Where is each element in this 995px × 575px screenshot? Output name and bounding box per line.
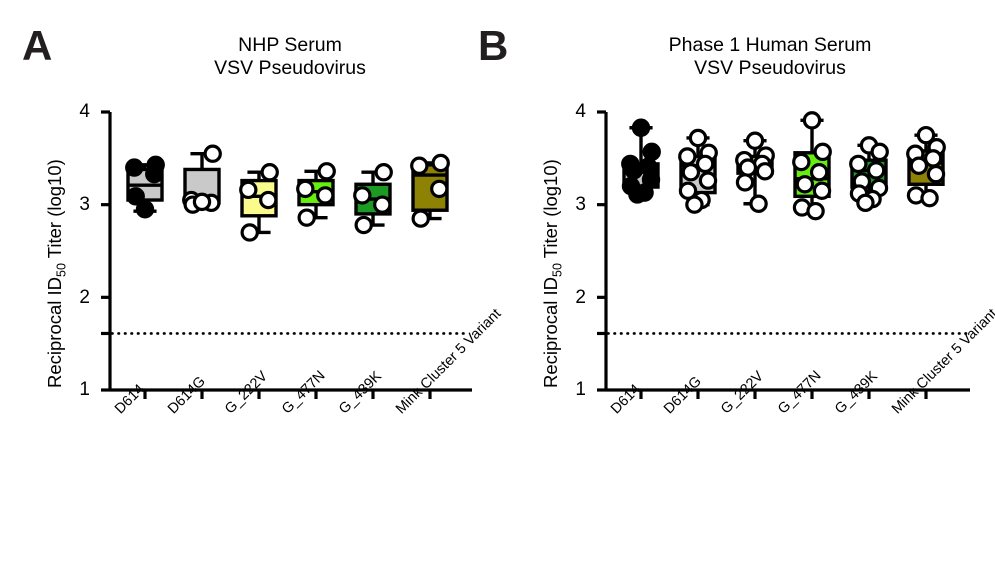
- data-point-5-3: [923, 149, 943, 168]
- data-point-3-3: [297, 208, 316, 227]
- data-point-1-4: [681, 163, 701, 182]
- data-point-4-3: [354, 215, 373, 235]
- boxplot-group-0: [621, 118, 661, 204]
- data-point-2-0: [260, 163, 279, 182]
- panel-a-plot: [101, 110, 472, 399]
- data-point-4-1: [870, 142, 889, 162]
- data-point-0-4: [135, 200, 155, 219]
- data-point-1-0: [203, 144, 222, 163]
- panel-a-ytick-4: 4: [79, 101, 90, 122]
- panel-a-ytick-2: 2: [79, 287, 90, 308]
- data-point-2-6: [735, 173, 755, 192]
- data-point-4-0: [374, 163, 393, 182]
- data-point-4-2: [373, 195, 392, 214]
- boxplot-group-5: [906, 125, 946, 208]
- panel-b-title: Phase 1 Human Serum VSV Pseudovirus: [570, 34, 970, 80]
- data-point-1-3: [695, 154, 715, 174]
- boxplot-group-4: [353, 163, 393, 235]
- data-point-0-8: [628, 185, 647, 204]
- boxplot-group-1: [182, 144, 222, 214]
- data-point-1-2: [678, 147, 697, 166]
- panel-b-ytick-1: 1: [575, 379, 586, 400]
- data-point-3-4: [795, 175, 815, 194]
- data-point-0-4: [624, 161, 644, 180]
- panel-a-title-line1: NHP Serum: [238, 34, 342, 56]
- panel-a-title: NHP Serum VSV Pseudovirus: [120, 34, 460, 80]
- data-point-0-2: [145, 164, 164, 184]
- boxplot-group-3: [296, 162, 336, 227]
- data-point-3-7: [806, 201, 825, 221]
- data-point-3-2: [792, 152, 811, 172]
- data-point-3-0: [317, 162, 336, 181]
- boxplot-group-0: [125, 155, 165, 219]
- data-point-4-2: [849, 154, 868, 174]
- boxplot-group-4: [849, 136, 889, 213]
- panel-b-plot: [597, 110, 970, 399]
- data-point-3-2: [316, 186, 335, 205]
- boxplot-group-5: [410, 153, 450, 228]
- data-point-2-5: [755, 162, 775, 181]
- data-point-0-0: [631, 118, 651, 137]
- data-point-5-1: [410, 156, 429, 175]
- data-point-5-7: [920, 188, 939, 208]
- data-point-1-0: [688, 128, 708, 148]
- data-point-4-8: [856, 193, 875, 213]
- boxplot-group-1: [678, 128, 718, 214]
- data-point-1-4: [192, 192, 212, 212]
- data-point-5-0: [916, 125, 936, 145]
- panel-a-ytick-3: 3: [79, 194, 90, 215]
- panel-b: B Phase 1 Human Serum VSV Pseudovirus Re…: [470, 0, 995, 575]
- data-point-0-1: [642, 142, 661, 162]
- data-point-1-5: [698, 171, 718, 190]
- panel-a-title-line2: VSV Pseudovirus: [214, 57, 366, 79]
- panel-b-title-line2: VSV Pseudovirus: [694, 57, 846, 79]
- data-point-3-3: [809, 163, 829, 182]
- panel-a-letter: A: [22, 22, 52, 69]
- data-point-2-0: [745, 131, 765, 150]
- boxplot-group-2: [735, 131, 775, 213]
- boxplot-group-2: [239, 163, 279, 242]
- data-point-4-1: [353, 186, 372, 205]
- boxplot-group-3: [792, 111, 832, 221]
- data-point-2-4: [738, 158, 758, 177]
- data-point-5-4: [909, 156, 929, 175]
- data-point-4-3: [866, 161, 886, 180]
- panel-a-ytick-1: 1: [79, 379, 90, 400]
- panel-b-ytick-4: 4: [575, 101, 586, 122]
- panel-a: A NHP Serum VSV Pseudovirus Reciprocal I…: [22, 22, 504, 418]
- data-point-3-0: [802, 111, 822, 130]
- panel-b-title-line1: Phase 1 Human Serum: [668, 34, 872, 56]
- data-point-2-1: [239, 180, 258, 200]
- data-point-5-3: [411, 209, 430, 228]
- panel-b-ytick-3: 3: [575, 194, 586, 215]
- panel-b-letter: B: [478, 22, 508, 69]
- data-point-5-2: [430, 179, 449, 199]
- data-point-3-1: [813, 142, 832, 162]
- data-point-0-3: [126, 187, 145, 206]
- data-point-2-2: [259, 190, 278, 210]
- data-point-3-1: [296, 179, 315, 199]
- panel-b-ytick-2: 2: [575, 287, 586, 308]
- data-point-3-5: [812, 181, 832, 200]
- data-point-5-0: [431, 153, 450, 173]
- data-point-2-3: [240, 223, 259, 242]
- data-point-2-7: [749, 194, 768, 213]
- data-point-5-5: [926, 164, 946, 184]
- data-point-0-1: [125, 158, 144, 177]
- data-point-1-8: [685, 195, 704, 214]
